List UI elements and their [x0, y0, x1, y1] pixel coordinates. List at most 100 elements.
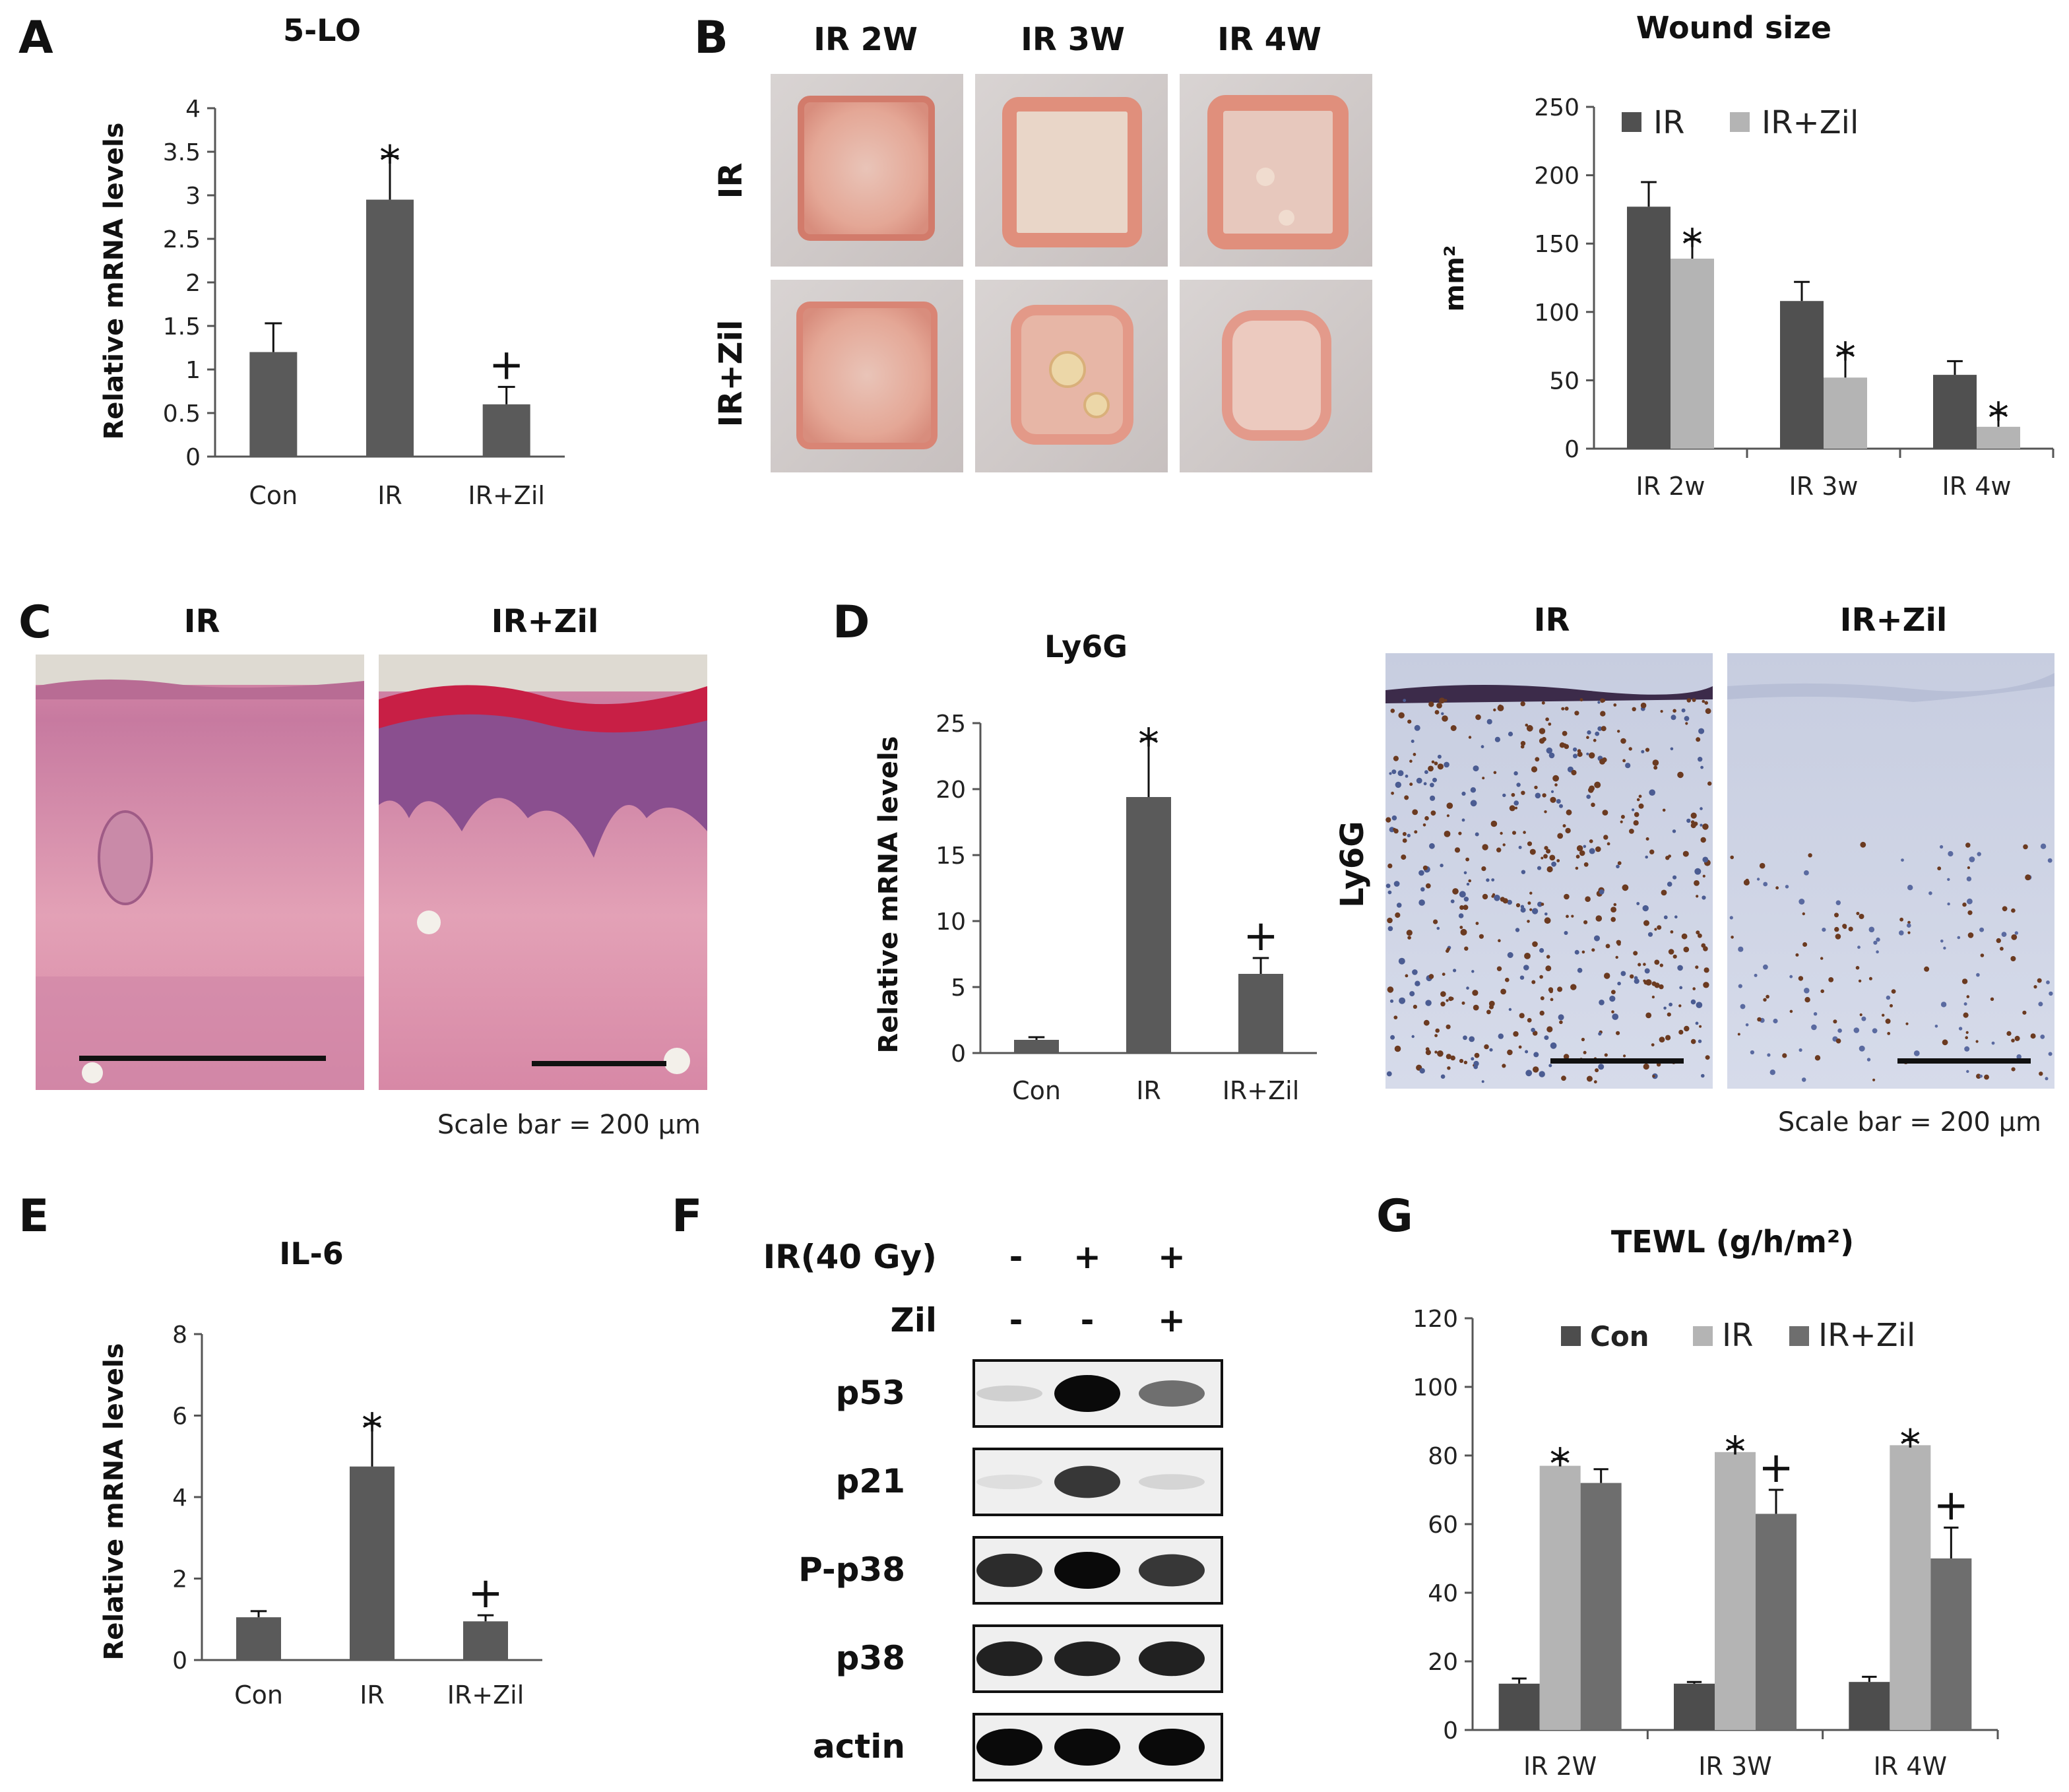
stained-cell	[1525, 1070, 1533, 1077]
stained-cell	[1419, 1068, 1425, 1074]
stained-cell	[1756, 878, 1760, 881]
stained-cell	[1391, 791, 1395, 795]
stained-cell	[1458, 913, 1464, 918]
stained-cell	[1450, 1055, 1455, 1061]
stained-cell	[1566, 809, 1572, 816]
stained-cell	[1638, 803, 1644, 809]
stained-cell	[1546, 866, 1553, 873]
stained-cell	[1422, 823, 1426, 827]
y-tick-label: 10	[936, 909, 966, 936]
panel-f: F IR(40 Gy) - + + Zil - - + p53 p21 P-p38 p38 actin	[672, 1190, 1223, 1781]
stained-cell	[1643, 1063, 1649, 1070]
y-tick-label: 4	[172, 1485, 187, 1512]
stained-cell	[1414, 724, 1420, 731]
stained-cell	[1446, 814, 1449, 817]
y-tick-label: 200	[1534, 163, 1579, 190]
stained-cell	[1684, 1025, 1690, 1032]
y-tick-label: 0	[1443, 1717, 1458, 1744]
stained-cell	[1601, 726, 1607, 732]
stained-cell	[1611, 1010, 1614, 1013]
stained-cell	[2049, 991, 2053, 996]
stained-cell	[1425, 1000, 1432, 1006]
stained-cell	[1527, 1017, 1532, 1023]
stained-cell	[1571, 914, 1574, 918]
stained-cell	[1541, 701, 1545, 705]
stained-cell	[2006, 1031, 2012, 1036]
stained-cell	[1905, 1022, 1909, 1025]
stained-cell	[1395, 912, 1401, 918]
stained-cell	[1860, 841, 1866, 848]
stained-cell	[2033, 985, 2037, 989]
stained-cell	[1423, 782, 1427, 786]
stained-cell	[1598, 1032, 1602, 1036]
stained-cell	[1409, 759, 1413, 763]
scale-bar-note: Scale bar = 200 μm	[437, 1110, 701, 1140]
stained-cell	[1834, 912, 1839, 918]
stained-cell	[1802, 912, 1805, 916]
stained-cell	[1659, 984, 1664, 990]
stained-cell	[1625, 763, 1631, 769]
stained-cell	[1636, 902, 1640, 905]
stained-cell	[1804, 870, 1809, 876]
stained-cell	[1696, 930, 1700, 935]
stained-cell	[1967, 932, 1974, 938]
stained-cell	[1482, 893, 1488, 900]
stained-cell	[1387, 863, 1393, 868]
stained-cell	[1907, 931, 1911, 934]
stained-cell	[1640, 702, 1647, 709]
stained-cell	[1623, 1054, 1626, 1058]
stained-cell	[1766, 994, 1769, 999]
stained-cell	[1393, 881, 1400, 887]
stained-cell	[1835, 900, 1841, 905]
stained-cell	[1690, 1039, 1696, 1044]
stained-cell	[1540, 996, 1544, 1000]
stained-cell	[1645, 748, 1650, 752]
stained-cell	[1473, 1004, 1479, 1011]
x-tick-label: IR 2W	[1523, 1752, 1597, 1781]
stained-cell	[1669, 1002, 1673, 1007]
stained-cell	[1872, 1028, 1878, 1034]
condition-sign: -	[1081, 1301, 1095, 1339]
stained-cell	[1436, 926, 1440, 930]
stained-cell	[1546, 955, 1550, 959]
stained-cell	[1533, 1052, 1539, 1058]
legend-label: IR+Zil	[1762, 104, 1859, 141]
stained-cell	[1773, 1018, 1778, 1024]
stained-cell	[1620, 820, 1623, 823]
stained-cell	[1480, 745, 1484, 749]
stained-cell	[1599, 758, 1606, 765]
stained-cell	[1512, 831, 1516, 835]
chart-a: 0 0.5 1 1.5 2 2.5 3 3.5 4 Con IR * IR+Zil +	[163, 96, 565, 510]
chart-d: 0 5 10 15 20 25 Con IR * IR+Zil +	[936, 711, 1317, 1105]
condition-sign: +	[1158, 1238, 1186, 1276]
stained-cell	[1928, 891, 1932, 895]
stained-cell	[1468, 879, 1471, 883]
image-label-ir-zil: IR+Zil	[492, 603, 599, 640]
stained-cell	[1585, 896, 1591, 902]
stained-cell	[1428, 701, 1434, 707]
stained-cell	[1541, 903, 1544, 906]
stained-cell	[1461, 1001, 1465, 1005]
stained-cell	[1975, 1040, 1979, 1043]
stained-cell	[1513, 771, 1518, 776]
stained-cell	[2023, 844, 2028, 850]
stained-cell	[1683, 946, 1690, 953]
stained-cell	[1958, 1027, 1963, 1031]
stained-cell	[1763, 998, 1767, 1002]
stained-cell	[1597, 726, 1603, 731]
stained-cell	[1692, 698, 1696, 702]
stained-cell	[1934, 1025, 1938, 1028]
stained-cell	[1544, 1035, 1549, 1040]
legend-label: IR	[1722, 1317, 1754, 1354]
stained-cell	[1518, 845, 1522, 849]
stained-cell	[1996, 938, 2001, 944]
y-axis-label: Relative mRNA levels	[99, 123, 129, 440]
stained-cell	[1440, 991, 1446, 997]
stained-cell	[1425, 1050, 1431, 1056]
stained-cell	[1591, 948, 1595, 952]
stained-cell	[1498, 939, 1501, 942]
stained-cell	[1440, 1074, 1446, 1079]
stained-cell	[1484, 1044, 1489, 1050]
stained-cell	[1398, 712, 1405, 719]
stained-cell	[1405, 775, 1409, 778]
